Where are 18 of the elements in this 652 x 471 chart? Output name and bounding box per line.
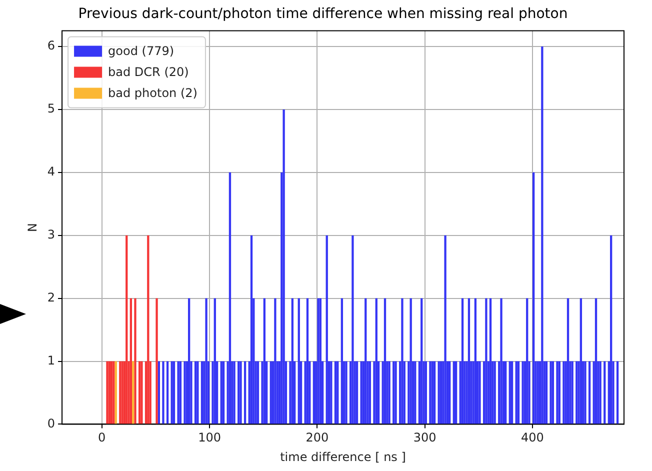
x-tick-label: 200 [306, 430, 329, 445]
chart-title: Previous dark-count/photon time difference when missing real photon [78, 6, 568, 22]
legend-label: good (779) [108, 44, 174, 58]
x-tick-label: 300 [413, 430, 436, 445]
y-tick-label: 2 [47, 290, 56, 304]
y-tick-label: 3 [47, 227, 56, 242]
x-tick-label: 0 [98, 430, 106, 445]
legend-label: bad DCR (20) [108, 64, 189, 79]
y-tick-label: 0 [47, 416, 56, 430]
x-axis-title: time difference [ ns ] [280, 450, 406, 464]
y-tick-label: 5 [47, 102, 56, 116]
y-tick-label: 4 [47, 164, 56, 179]
y-tick-label: 1 [47, 353, 56, 368]
y-tick-label: 6 [47, 38, 56, 53]
legend-label: bad photon (2) [108, 86, 198, 100]
x-tick-label: 400 [521, 430, 544, 445]
y-axis-title: N [25, 223, 40, 232]
x-tick-label: 100 [198, 430, 221, 445]
